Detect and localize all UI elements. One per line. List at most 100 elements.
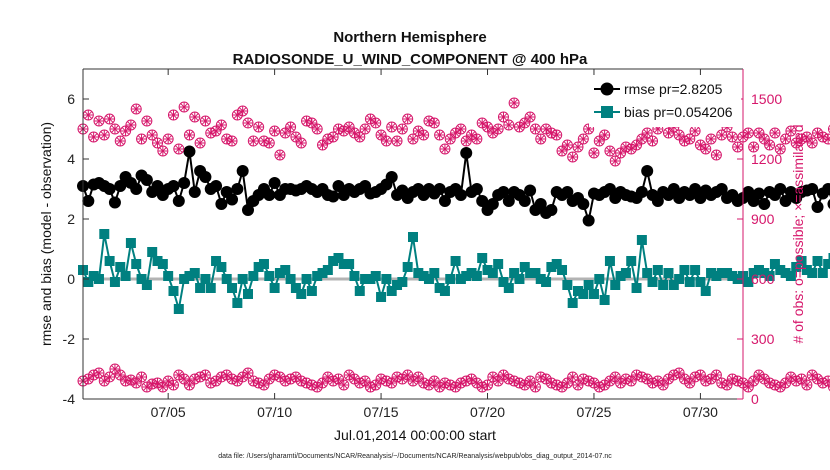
bias-point bbox=[136, 274, 147, 284]
bias-point bbox=[269, 283, 280, 293]
bias-point bbox=[184, 271, 195, 281]
rmse-point bbox=[779, 195, 792, 207]
obs-point bbox=[604, 145, 616, 157]
rmse-point bbox=[518, 195, 531, 207]
obs-point bbox=[551, 129, 563, 141]
bias-point bbox=[115, 262, 126, 272]
obs-point bbox=[263, 373, 275, 385]
rmse-point bbox=[151, 180, 164, 192]
x-axis-label: Jul.01,2014 00:00:00 start bbox=[334, 427, 496, 443]
obs-point bbox=[285, 121, 297, 133]
obs-point bbox=[130, 103, 142, 115]
bias-point bbox=[541, 277, 552, 287]
bias-point bbox=[695, 277, 706, 287]
bias-point bbox=[700, 286, 711, 296]
obs-point bbox=[354, 131, 366, 143]
legend-bias-label: bias pr=0.054206 bbox=[624, 104, 733, 120]
obs-point bbox=[88, 131, 100, 143]
bias-point bbox=[535, 274, 546, 284]
bias-point bbox=[376, 292, 387, 302]
obs-point bbox=[114, 135, 126, 147]
rmse-point bbox=[215, 198, 228, 210]
rmse-point bbox=[641, 165, 654, 177]
bias-point bbox=[461, 271, 472, 281]
bias-point bbox=[200, 274, 211, 284]
x-tick-label: 07/25 bbox=[576, 404, 611, 420]
bias-point bbox=[599, 295, 610, 305]
obs-point bbox=[780, 133, 792, 145]
y-right-tick-label: 0 bbox=[751, 391, 759, 407]
legend-bias-marker bbox=[601, 106, 613, 118]
bias-point bbox=[195, 283, 206, 293]
rmse-point bbox=[545, 204, 558, 216]
obs-point bbox=[567, 151, 579, 163]
bias-point bbox=[290, 283, 301, 293]
bias-point bbox=[748, 268, 759, 278]
rmse-point bbox=[454, 189, 467, 201]
bias-point bbox=[642, 268, 653, 278]
y-left-tick-label: 2 bbox=[67, 211, 75, 227]
bias-point bbox=[503, 283, 514, 293]
obs-point bbox=[93, 367, 105, 379]
bias-point bbox=[360, 274, 371, 284]
obs-point bbox=[359, 123, 371, 135]
obs-point bbox=[136, 371, 148, 383]
obs-point bbox=[104, 371, 116, 383]
obs-point bbox=[524, 111, 536, 123]
bias-point bbox=[280, 265, 291, 275]
bias-point bbox=[125, 238, 136, 248]
obs-point bbox=[796, 373, 808, 385]
bias-point bbox=[615, 271, 626, 281]
obs-point bbox=[269, 125, 281, 137]
bias-point bbox=[322, 265, 333, 275]
obs-point bbox=[183, 129, 195, 141]
bias-point bbox=[450, 256, 461, 266]
y-right-tick-label: 300 bbox=[751, 331, 775, 347]
bias-point bbox=[258, 259, 269, 269]
obs-point bbox=[503, 119, 515, 131]
obs-point bbox=[237, 105, 249, 117]
bias-point bbox=[482, 265, 493, 275]
obs-point bbox=[822, 133, 830, 145]
bias-point bbox=[434, 283, 445, 293]
obs-point bbox=[364, 113, 376, 125]
rmse-point bbox=[327, 190, 340, 203]
rmse-point bbox=[385, 171, 398, 183]
obs-point bbox=[226, 135, 238, 147]
obs-point bbox=[338, 379, 350, 391]
obs-point bbox=[827, 124, 830, 134]
obs-point bbox=[439, 143, 451, 155]
rmse-point bbox=[497, 186, 510, 198]
rmse-point bbox=[689, 183, 702, 195]
obs-point bbox=[242, 117, 254, 129]
bias-point bbox=[562, 280, 573, 290]
bias-point bbox=[780, 268, 791, 278]
x-tick-label: 07/15 bbox=[364, 404, 399, 420]
y-right-tick-label: 600 bbox=[751, 271, 775, 287]
bias-point bbox=[141, 280, 152, 290]
bias-point bbox=[120, 271, 131, 281]
obs-point bbox=[375, 129, 387, 141]
legend-rmse-marker bbox=[600, 82, 614, 96]
obs-point bbox=[647, 135, 659, 147]
y-left-tick-label: 4 bbox=[67, 151, 75, 167]
bias-point bbox=[301, 274, 312, 284]
bias-point bbox=[796, 256, 807, 266]
rmse-point bbox=[827, 199, 830, 209]
rmse-point bbox=[752, 187, 765, 200]
bias-point bbox=[365, 274, 376, 284]
bias-point bbox=[487, 268, 498, 278]
legend: rmse pr=2.8205 bias pr=0.054206 bbox=[589, 79, 741, 127]
bias-point bbox=[344, 259, 355, 269]
y-right-tick-label: 900 bbox=[751, 211, 775, 227]
bias-point bbox=[253, 262, 264, 272]
obs-point bbox=[194, 137, 206, 149]
bias-point bbox=[684, 277, 695, 287]
rmse-point bbox=[603, 183, 616, 195]
obs-point bbox=[407, 375, 419, 387]
rmse-point bbox=[758, 198, 771, 210]
bias-point bbox=[764, 271, 775, 281]
bias-point bbox=[408, 232, 418, 242]
rmse-point bbox=[188, 186, 201, 198]
rmse-point bbox=[210, 180, 223, 192]
